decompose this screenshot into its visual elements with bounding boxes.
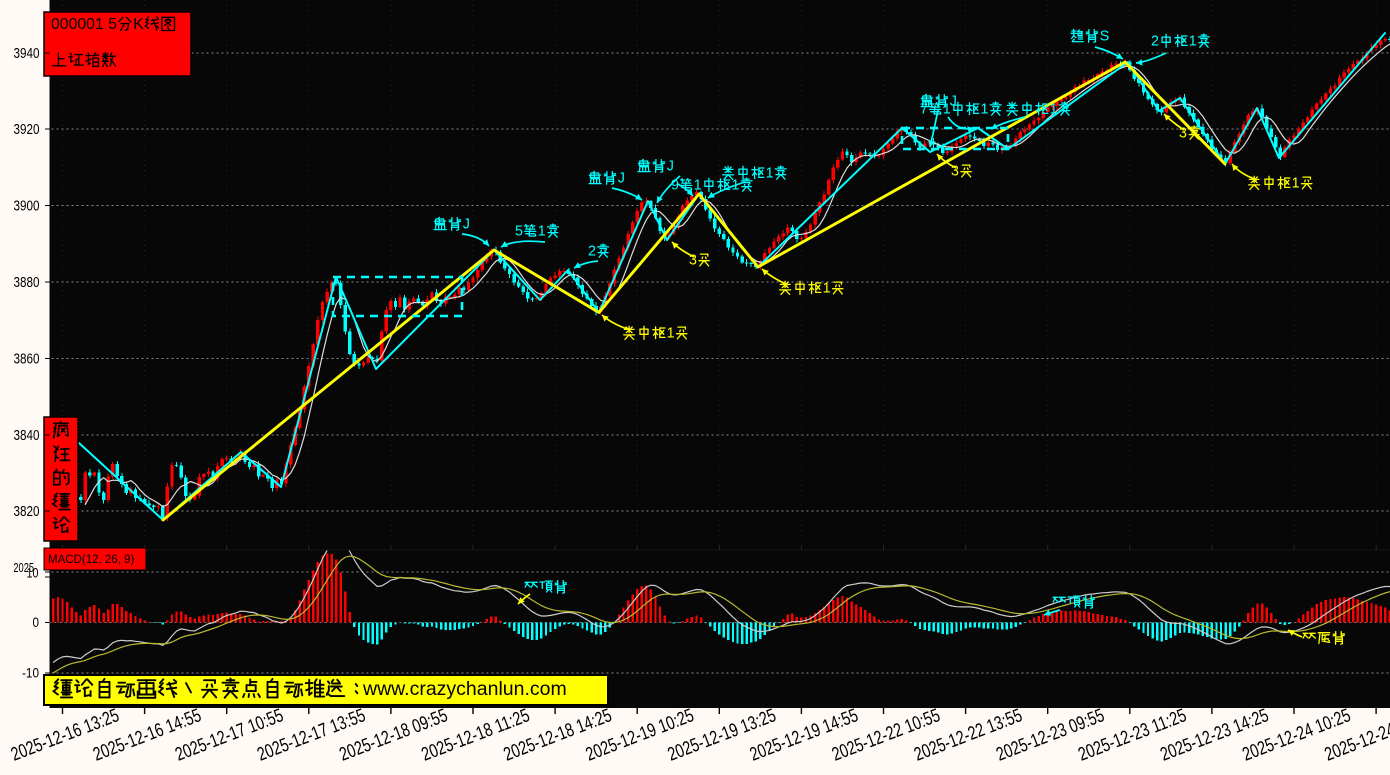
svg-text:1: 1 (766, 166, 774, 182)
svg-text:1: 1 (694, 178, 702, 194)
svg-text:1: 1 (823, 281, 831, 297)
svg-text:3920: 3920 (14, 122, 40, 138)
svg-text:1: 1 (1292, 176, 1300, 192)
svg-text:2: 2 (1151, 34, 1159, 50)
svg-text:3940: 3940 (14, 46, 40, 62)
svg-text:S: S (1100, 29, 1110, 45)
svg-text:3840: 3840 (14, 428, 40, 444)
svg-text:5: 5 (515, 224, 523, 240)
svg-text:9: 9 (671, 178, 679, 194)
svg-text:3: 3 (1179, 126, 1187, 142)
svg-text:1: 1 (1050, 102, 1058, 118)
svg-text:3820: 3820 (14, 504, 40, 520)
svg-text:www.crazychanlun.com: www.crazychanlun.com (362, 678, 567, 700)
svg-text:MACD(12, 26, 9): MACD(12, 26, 9) (48, 554, 134, 566)
svg-text:2025: 2025 (13, 561, 34, 575)
svg-text:3: 3 (951, 164, 959, 180)
svg-text:1: 1 (667, 326, 675, 342)
svg-text:J: J (667, 159, 674, 175)
svg-text:3860: 3860 (14, 352, 40, 368)
svg-text:K: K (133, 16, 144, 33)
svg-text:1: 1 (943, 102, 951, 118)
svg-text:0: 0 (33, 615, 40, 630)
svg-text:1: 1 (981, 102, 989, 118)
svg-text:2: 2 (588, 244, 596, 260)
svg-text:10: 10 (27, 566, 39, 581)
svg-text:J: J (950, 94, 957, 110)
svg-text:1: 1 (1189, 34, 1197, 50)
svg-text:J: J (618, 171, 625, 187)
svg-text:3880: 3880 (14, 275, 40, 291)
svg-text:3: 3 (689, 253, 697, 269)
svg-text:000001 5: 000001 5 (51, 16, 117, 33)
svg-text:3900: 3900 (14, 199, 40, 215)
svg-text:-10: -10 (22, 666, 39, 681)
svg-text:J: J (463, 217, 470, 233)
svg-text:7: 7 (920, 102, 928, 118)
svg-text:1: 1 (538, 224, 546, 240)
